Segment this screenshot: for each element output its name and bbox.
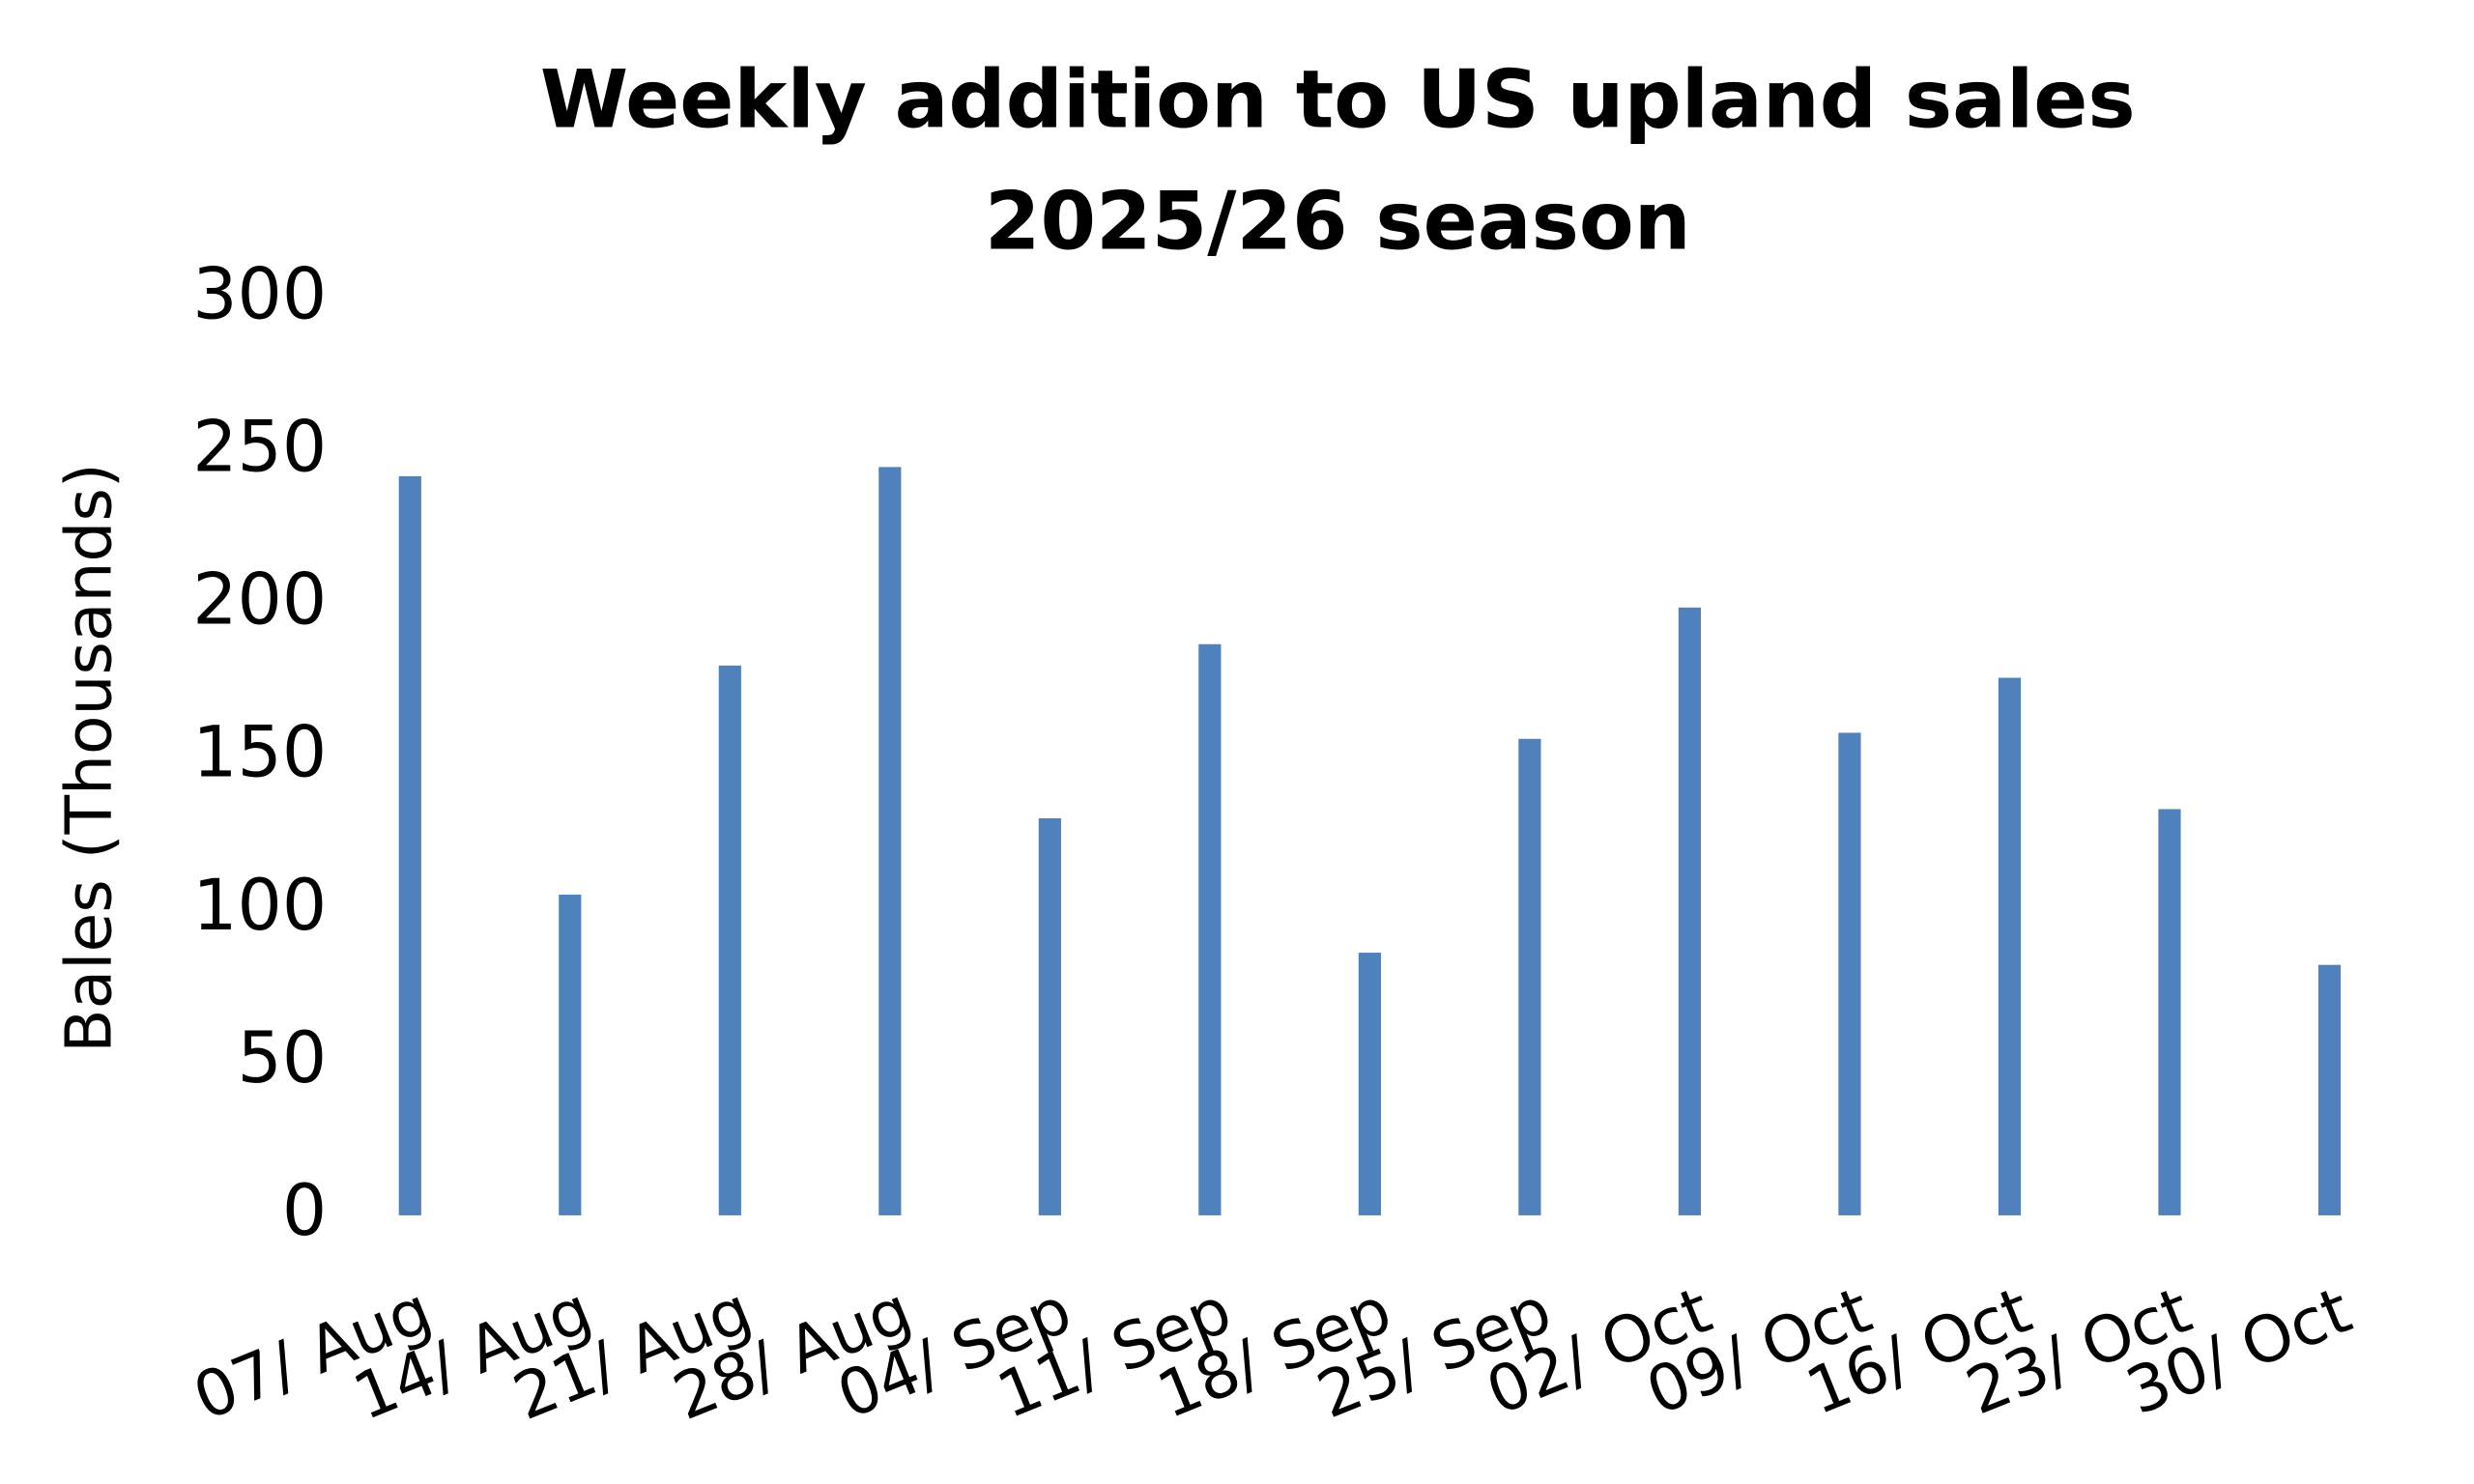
bar [1678, 607, 1701, 1215]
bar [2158, 809, 2181, 1215]
bar [718, 665, 741, 1215]
y-tick-label: 250 [192, 407, 327, 489]
chart-title: Weekly addition to US upland sales [540, 53, 2136, 147]
bar [1198, 643, 1222, 1215]
bar [878, 467, 902, 1215]
chart-subtitle: 2025/26 season [985, 174, 1691, 268]
bar [559, 894, 582, 1215]
bar [1998, 677, 2022, 1215]
y-tick-label: 0 [282, 1170, 327, 1252]
y-tick-label: 300 [192, 254, 327, 336]
bar [1518, 738, 1541, 1215]
bar [398, 475, 421, 1215]
y-tick-label: 200 [192, 559, 327, 642]
bar [1838, 732, 1861, 1215]
y-axis-label: Bales (Thousands) [52, 463, 127, 1053]
y-tick-label: 100 [192, 865, 327, 947]
bar [1038, 817, 1061, 1215]
bar [1358, 953, 1381, 1215]
bar [2317, 964, 2342, 1215]
y-tick-label: 50 [238, 1017, 328, 1099]
y-tick-label: 150 [192, 712, 327, 794]
